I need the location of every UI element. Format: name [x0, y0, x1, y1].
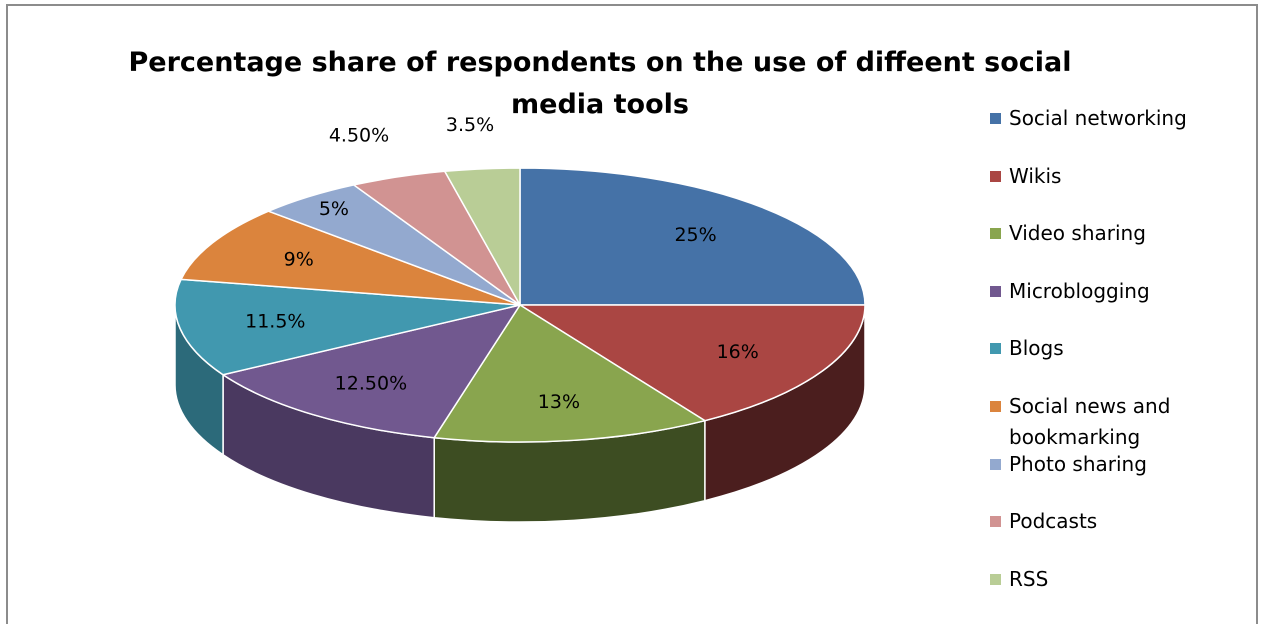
data-label-podcasts: 4.50% [329, 124, 389, 146]
chart-title: Percentage share of respondents on the u… [70, 42, 1130, 126]
legend-label-video-sharing: Video sharing [1009, 221, 1146, 246]
data-label-video-sharing: 13% [538, 391, 580, 413]
legend-item-social-networking[interactable]: Social networking [990, 103, 1230, 161]
legend-item-social-news-and-bookmarking[interactable]: Social news and bookmarking [990, 391, 1230, 449]
legend-label-social-networking: Social networking [1009, 106, 1187, 130]
legend-swatch-wikis [990, 170, 1001, 182]
legend-swatch-video-sharing [990, 228, 1001, 240]
pie-slice-blogs[interactable] [174, 278, 521, 376]
pie-slices [174, 167, 866, 443]
legend-swatch-microblogging [990, 285, 1001, 297]
data-label-social-news-and-bookmarking: 9% [284, 249, 314, 271]
data-label-microblogging: 12.50% [335, 372, 407, 394]
data-label-blogs: 11.5% [245, 311, 305, 333]
legend-swatch-podcasts [990, 516, 1001, 528]
legend-item-blogs[interactable]: Blogs [990, 333, 1230, 391]
legend: Social networking Wikis Video sharing Micro… [990, 103, 1230, 621]
legend-label-microblogging: Microblogging [1009, 278, 1150, 303]
data-label-wikis: 16% [717, 341, 759, 363]
chart-title-line-1: Percentage share of respondents on the u… [128, 47, 1072, 78]
legend-item-rss[interactable]: RSS [990, 564, 1230, 622]
pie-data-labels: 25% 16% 13% 12.50% 11.5% 9% 5% 4.50% 3.5% [245, 114, 759, 413]
legend-swatch-blogs [990, 343, 1001, 355]
legend-item-wikis[interactable]: Wikis [990, 161, 1230, 219]
legend-item-podcasts[interactable]: Podcasts [990, 506, 1230, 564]
pie-slice-rss[interactable] [443, 167, 521, 306]
legend-label-rss: RSS [1009, 566, 1049, 591]
data-label-photo-sharing: 5% [319, 198, 349, 220]
pie-slice-social-news-and-bookmarking[interactable] [180, 210, 521, 306]
data-label-social-networking: 25% [674, 224, 716, 246]
legend-item-photo-sharing[interactable]: Photo sharing [990, 449, 1230, 507]
legend-label-blogs: Blogs [1009, 336, 1064, 361]
legend-swatch-photo-sharing [990, 458, 1001, 470]
legend-label-social-news-and-bookmarking: Social news and bookmarking [1009, 393, 1171, 449]
legend-label-wikis: Wikis [1009, 163, 1062, 188]
legend-label-photo-sharing: Photo sharing [1009, 451, 1147, 476]
data-label-rss: 3.5% [446, 114, 494, 136]
legend-swatch-rss [990, 573, 1001, 585]
legend-item-video-sharing[interactable]: Video sharing [990, 218, 1230, 276]
chart-title-line-2: media tools [511, 89, 689, 120]
pie-slice-microblogging[interactable] [222, 304, 521, 439]
legend-swatch-social-networking [990, 113, 1001, 124]
legend-label-podcasts: Podcasts [1009, 509, 1098, 534]
pie-sides [174, 304, 866, 523]
pie-slice-video-sharing[interactable] [433, 304, 706, 443]
legend-swatch-social-news-and-bookmarking [990, 400, 1001, 412]
pie-slice-social-networking[interactable] [519, 167, 866, 306]
pie-slice-wikis[interactable] [519, 304, 866, 422]
legend-item-microblogging[interactable]: Microblogging [990, 276, 1230, 334]
